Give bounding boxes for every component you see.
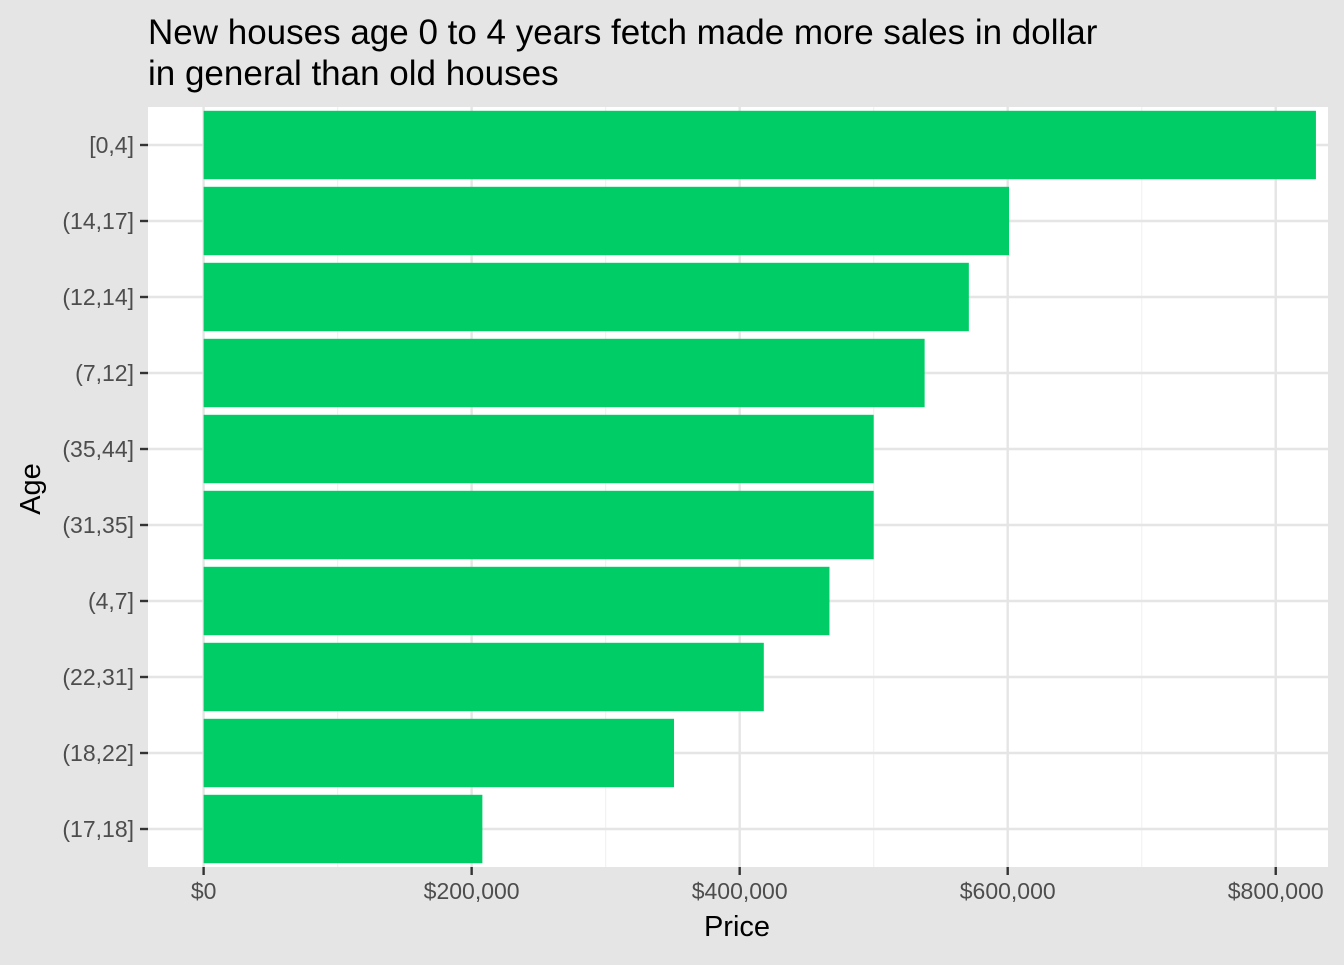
x-tick-label: $0 — [191, 878, 217, 904]
x-tick-label: $600,000 — [960, 878, 1056, 904]
bar-1 — [203, 186, 1010, 256]
x-tick-label: $800,000 — [1228, 878, 1324, 904]
bar-8 — [203, 718, 675, 788]
bar-3 — [203, 338, 925, 408]
y-tick-label: (14,17] — [62, 208, 134, 234]
x-tick-label: $200,000 — [424, 878, 520, 904]
bar-2 — [203, 262, 969, 332]
chart-title-line-1: New houses age 0 to 4 years fetch made m… — [148, 13, 1098, 52]
y-tick-label: (22,31] — [62, 664, 134, 690]
bar-6 — [203, 566, 830, 636]
y-axis-label: Age — [15, 463, 47, 515]
y-tick-label: (4,7] — [88, 588, 134, 614]
bar-5 — [203, 490, 874, 560]
y-tick-label: (18,22] — [62, 740, 134, 766]
bar-9 — [203, 794, 483, 864]
y-tick-label: (35,44] — [62, 436, 134, 462]
plot-layer: [0,4] (14,17] (12,14] (7,12] (35,44] (31,35] (… — [62, 107, 1328, 904]
chart-title-line-2: in general than old houses — [148, 54, 559, 93]
x-tick-label: $400,000 — [692, 878, 788, 904]
y-tick-label: (12,14] — [62, 284, 134, 310]
bar-4 — [203, 414, 874, 484]
y-tick-label: [0,4] — [89, 132, 134, 158]
y-tick-label: (17,18] — [62, 816, 134, 842]
bar-7 — [203, 642, 764, 712]
y-tick-label: (7,12] — [75, 360, 134, 386]
bar-0 — [203, 110, 1316, 180]
y-tick-label: (31,35] — [62, 512, 134, 538]
x-axis-label: Price — [704, 911, 770, 943]
